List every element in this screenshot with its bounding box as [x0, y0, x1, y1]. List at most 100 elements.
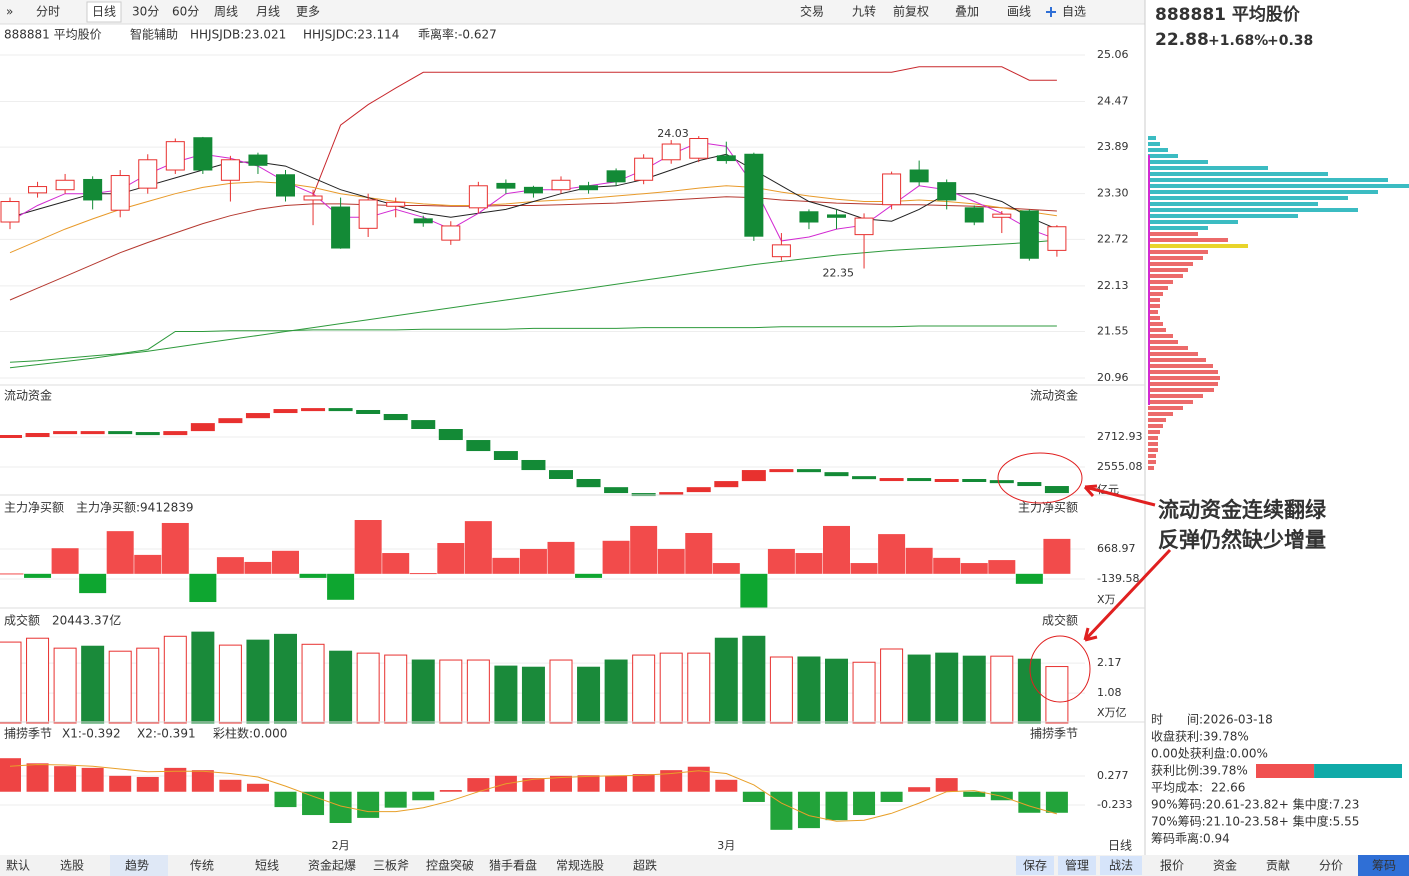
- chip-bar: [1148, 154, 1178, 158]
- bottom-tab[interactable]: 传统: [190, 858, 214, 873]
- flow-bar: [769, 469, 794, 473]
- chip-bar: [1148, 274, 1183, 278]
- chip-bar: [1148, 424, 1163, 428]
- chip-bar: [1148, 226, 1208, 230]
- candle-body: [165, 141, 185, 171]
- stat-line: 收盘获利:39.78%: [1151, 729, 1249, 744]
- bar: [685, 532, 713, 574]
- side-tab[interactable]: 分价: [1319, 859, 1343, 873]
- bottom-tab[interactable]: 常规选股: [556, 858, 604, 873]
- action-button[interactable]: 保存: [1023, 859, 1047, 873]
- action-button[interactable]: 管理: [1065, 858, 1089, 873]
- action-button[interactable]: 战法: [1109, 859, 1133, 873]
- bottom-tab[interactable]: 猎手看盘: [489, 858, 537, 873]
- flow-bar: [163, 431, 188, 436]
- candle-body: [276, 174, 295, 197]
- side-tab[interactable]: 报价: [1160, 858, 1184, 873]
- flow-bar: [796, 469, 821, 473]
- period-tab[interactable]: 30分: [132, 5, 159, 19]
- bottom-tab[interactable]: 短线: [255, 859, 279, 873]
- bottom-bar: [0, 855, 1409, 876]
- flow-bar: [301, 408, 326, 412]
- bar: [411, 659, 435, 724]
- bar: [712, 563, 740, 574]
- bar: [853, 791, 876, 816]
- bar: [767, 548, 795, 574]
- period-tab[interactable]: 60分: [172, 5, 199, 19]
- candle-body: [634, 157, 654, 181]
- bar: [163, 635, 187, 724]
- period-tab[interactable]: 日线: [92, 5, 116, 19]
- bar: [522, 778, 545, 792]
- candle-body: [303, 195, 323, 201]
- period-tab[interactable]: 分时: [36, 5, 60, 19]
- bar: [244, 561, 272, 574]
- readout: 彩柱数:0.000: [213, 726, 287, 741]
- side-tab[interactable]: 贡献: [1266, 858, 1290, 873]
- candle-body: [689, 138, 709, 159]
- bar: [161, 522, 189, 574]
- bottom-tab[interactable]: 控盘突破: [426, 858, 474, 873]
- bar: [825, 791, 848, 821]
- flow-bar: [852, 476, 877, 480]
- chip-bar: [1148, 328, 1166, 332]
- flow-bar: [108, 431, 133, 435]
- chip-bar: [1148, 292, 1163, 296]
- tool-button[interactable]: 前复权: [893, 4, 929, 19]
- chip-bar: [1148, 316, 1160, 320]
- bar: [134, 554, 162, 574]
- stat-line: 90%筹码:20.61-23.82+ 集中度:7.23: [1151, 797, 1359, 812]
- flow-bar: [135, 432, 160, 436]
- indicator-line: [9, 763, 1058, 822]
- annotation: 24.03: [657, 127, 689, 140]
- y-tick-label: 2712.93: [1097, 430, 1143, 443]
- flow-bar: [549, 470, 573, 479]
- side-tab[interactable]: 筹码: [1372, 859, 1396, 873]
- period-tab[interactable]: 更多: [296, 5, 320, 19]
- bottom-tab[interactable]: 选股: [60, 859, 84, 873]
- bottom-tab[interactable]: 默认: [6, 858, 30, 873]
- bar: [53, 647, 77, 724]
- x-tick-label: 3月: [717, 839, 735, 852]
- tool-button[interactable]: 交易: [800, 4, 824, 19]
- highlight: [1029, 635, 1091, 703]
- note: 流动资金连续翻绿: [1158, 498, 1327, 522]
- bar: [302, 791, 325, 816]
- candle-body: [882, 173, 902, 206]
- plus-icon: [1046, 7, 1056, 17]
- bottom-tab[interactable]: 三板斧: [373, 859, 409, 873]
- side-tab[interactable]: 资金: [1213, 858, 1237, 873]
- panel-title: 成交额: [4, 613, 40, 628]
- period-tab[interactable]: 周线: [214, 5, 238, 19]
- bottom-tab[interactable]: 趋势: [125, 859, 149, 873]
- flow-bar: [438, 429, 463, 441]
- chip-bar: [1148, 394, 1203, 398]
- bar: [357, 791, 380, 818]
- bottom-tab[interactable]: 资金起爆: [308, 858, 356, 873]
- bar: [384, 654, 408, 724]
- bar: [81, 767, 104, 792]
- y-tick-label: 0.277: [1097, 769, 1129, 782]
- flow-bar: [604, 487, 629, 494]
- bar: [687, 766, 710, 792]
- bar: [274, 633, 297, 724]
- bottom-tab[interactable]: 超跌: [633, 858, 657, 873]
- legend-assist: 智能辅助: [130, 27, 178, 42]
- tool-button[interactable]: 九转: [852, 4, 876, 19]
- tool-button[interactable]: 画线: [1007, 5, 1031, 19]
- bar: [136, 647, 160, 724]
- bar: [963, 791, 986, 797]
- flow-bar: [53, 431, 78, 435]
- bar: [327, 573, 355, 600]
- bar: [935, 778, 958, 792]
- bar: [550, 775, 572, 792]
- toolbar: [0, 0, 1145, 24]
- tool-button[interactable]: 叠加: [955, 5, 979, 19]
- bar: [437, 543, 465, 574]
- flow-bar: [328, 408, 353, 412]
- period-tab[interactable]: 月线: [256, 5, 280, 19]
- candle-body: [138, 159, 158, 189]
- bar: [602, 540, 630, 574]
- tool-button[interactable]: 自选: [1062, 5, 1086, 19]
